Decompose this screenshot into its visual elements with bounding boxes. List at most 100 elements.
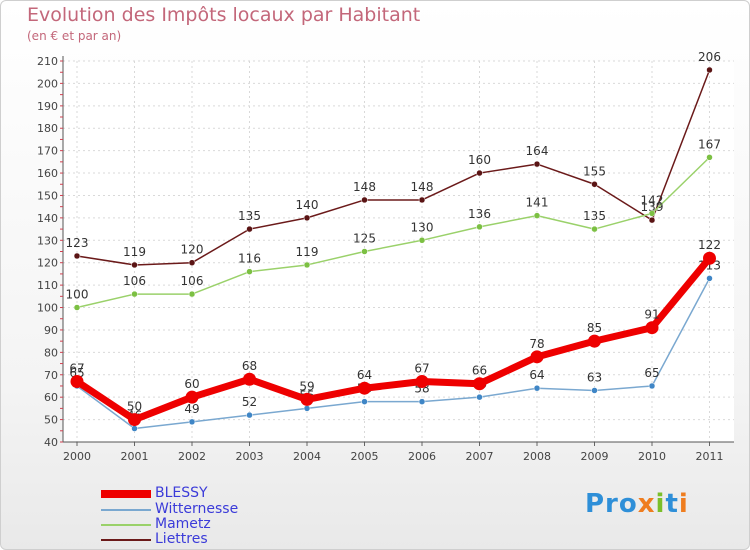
data-label-mametz: 167 bbox=[698, 137, 721, 151]
legend-label-mametz: Mametz bbox=[155, 516, 211, 532]
data-label-witternesse: 64 bbox=[529, 368, 544, 382]
data-point-witternesse bbox=[706, 275, 713, 282]
y-tick-label: 170 bbox=[37, 145, 58, 158]
data-point-liettres bbox=[476, 169, 483, 177]
logo-part-i2: i bbox=[678, 489, 689, 519]
data-label-mametz: 141 bbox=[526, 196, 549, 210]
x-tick-label: 2010 bbox=[638, 450, 666, 463]
data-label-mametz: 135 bbox=[583, 209, 606, 223]
data-point-blessy bbox=[645, 321, 659, 335]
data-point-blessy bbox=[70, 374, 84, 388]
data-point-witternesse bbox=[476, 393, 483, 401]
data-point-mametz bbox=[648, 210, 656, 217]
data-point-liettres bbox=[361, 196, 368, 204]
y-tick-label: 150 bbox=[37, 189, 58, 202]
x-tick-label: 2007 bbox=[466, 450, 494, 463]
data-label-blessy: 68 bbox=[242, 359, 257, 373]
data-point-liettres bbox=[303, 214, 311, 222]
data-point-mametz bbox=[303, 261, 311, 269]
chart-subtitle: (en € et par an) bbox=[27, 29, 122, 43]
logo-part-x: x bbox=[637, 489, 656, 519]
data-label-liettres: 120 bbox=[181, 243, 204, 257]
x-tick-label: 2004 bbox=[293, 450, 321, 463]
data-label-liettres: 148 bbox=[353, 180, 376, 194]
y-tick-label: 70 bbox=[44, 369, 58, 382]
data-point-liettres bbox=[533, 160, 541, 168]
data-label-liettres: 164 bbox=[526, 144, 549, 158]
data-point-blessy bbox=[300, 392, 314, 406]
y-tick-label: 90 bbox=[44, 324, 58, 337]
series-line-mametz bbox=[76, 156, 711, 309]
legend-swatch-liettres bbox=[101, 539, 151, 541]
data-label-mametz: 100 bbox=[66, 288, 89, 302]
x-tick-label: 2005 bbox=[351, 450, 379, 463]
x-tick-label: 2008 bbox=[523, 450, 551, 463]
data-label-liettres: 206 bbox=[698, 50, 721, 64]
legend-label-witternesse: Witternesse bbox=[155, 501, 239, 517]
data-point-blessy bbox=[530, 350, 544, 364]
y-tick-label: 120 bbox=[37, 257, 58, 270]
proxiti-logo: Proxiti bbox=[585, 489, 689, 519]
y-tick-label: 160 bbox=[37, 167, 58, 180]
y-tick-label: 190 bbox=[37, 100, 58, 113]
data-label-witternesse: 49 bbox=[184, 402, 199, 416]
logo-part-i: i bbox=[655, 489, 666, 519]
data-point-mametz bbox=[246, 268, 253, 275]
data-label-mametz: 106 bbox=[181, 274, 204, 288]
data-point-witternesse bbox=[303, 405, 311, 412]
y-tick-label: 110 bbox=[37, 279, 58, 292]
data-label-blessy: 67 bbox=[414, 361, 429, 375]
data-point-witternesse bbox=[131, 425, 138, 432]
data-point-blessy bbox=[243, 372, 256, 386]
data-label-witternesse: 65 bbox=[644, 366, 659, 380]
data-point-mametz bbox=[188, 290, 196, 298]
data-label-mametz: 136 bbox=[468, 207, 491, 221]
data-point-mametz bbox=[131, 290, 138, 298]
data-label-blessy: 85 bbox=[587, 321, 602, 335]
x-tick-label: 2011 bbox=[696, 450, 724, 463]
data-point-liettres bbox=[418, 196, 426, 204]
data-label-mametz: 119 bbox=[296, 245, 319, 259]
legend-swatch-mametz bbox=[101, 524, 151, 526]
logo-part-pro: Pro bbox=[585, 489, 638, 519]
data-point-liettres bbox=[648, 216, 656, 224]
data-label-blessy: 50 bbox=[127, 400, 142, 414]
legend-swatch-blessy bbox=[101, 490, 151, 498]
data-point-liettres bbox=[706, 66, 713, 74]
data-label-liettres: 119 bbox=[123, 245, 146, 259]
data-point-mametz bbox=[73, 304, 81, 311]
data-point-liettres bbox=[246, 225, 253, 233]
y-tick-label: 180 bbox=[37, 122, 58, 135]
logo-part-t: t bbox=[665, 489, 679, 519]
data-point-witternesse bbox=[648, 382, 656, 390]
data-point-mametz bbox=[591, 225, 598, 233]
legend-label-blessy: BLESSY bbox=[155, 485, 208, 501]
data-point-blessy bbox=[128, 413, 141, 427]
data-point-mametz bbox=[418, 237, 426, 244]
data-point-liettres bbox=[73, 252, 81, 260]
x-tick-label: 2006 bbox=[408, 450, 436, 463]
data-label-mametz: 130 bbox=[411, 220, 434, 234]
data-label-mametz: 116 bbox=[238, 252, 261, 266]
data-label-blessy: 78 bbox=[529, 337, 544, 351]
data-label-blessy: 122 bbox=[698, 238, 721, 252]
y-tick-label: 100 bbox=[37, 302, 58, 315]
data-label-liettres: 135 bbox=[238, 209, 261, 223]
data-point-witternesse bbox=[418, 398, 426, 405]
data-label-witternesse: 52 bbox=[242, 395, 257, 409]
x-tick-label: 2002 bbox=[178, 450, 206, 463]
data-point-witternesse bbox=[591, 387, 598, 394]
data-point-witternesse bbox=[188, 418, 196, 426]
data-label-liettres: 140 bbox=[296, 198, 319, 212]
plot-area bbox=[63, 61, 734, 442]
data-point-blessy bbox=[415, 374, 429, 388]
series-line-blessy bbox=[75, 255, 713, 424]
y-tick-label: 140 bbox=[37, 212, 58, 225]
data-point-liettres bbox=[188, 259, 196, 266]
data-label-mametz: 125 bbox=[353, 232, 376, 246]
data-label-blessy: 66 bbox=[472, 364, 487, 378]
data-point-witternesse bbox=[533, 384, 541, 392]
x-tick-label: 2003 bbox=[236, 450, 264, 463]
data-label-liettres: 160 bbox=[468, 153, 491, 167]
